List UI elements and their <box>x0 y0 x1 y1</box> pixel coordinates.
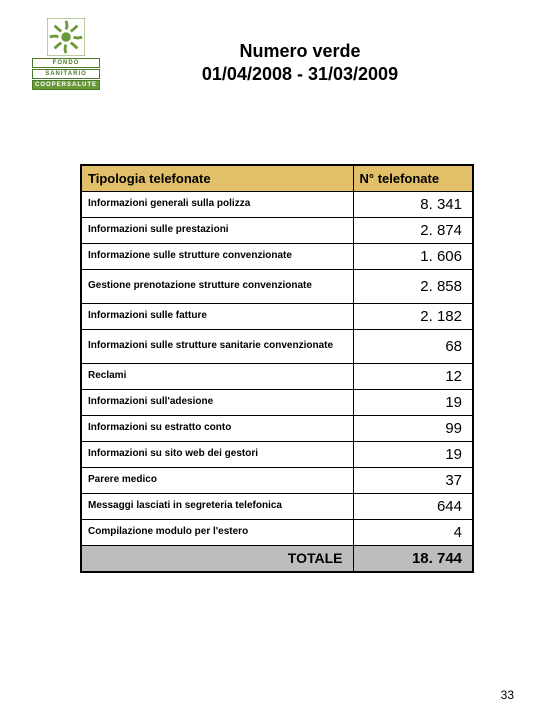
row-value: 12 <box>353 363 473 389</box>
row-value: 99 <box>353 415 473 441</box>
table-header-row: Tipologia telefonate N° telefonate <box>81 165 473 191</box>
col-header-type: Tipologia telefonate <box>81 165 353 191</box>
page-number: 33 <box>501 688 514 702</box>
title-block: Numero verde 01/04/2008 - 31/03/2009 <box>120 40 480 85</box>
table-row: Gestione prenotazione strutture convenzi… <box>81 269 473 303</box>
row-label: Informazioni su estratto conto <box>81 415 353 441</box>
row-label: Informazioni generali sulla polizza <box>81 191 353 217</box>
row-label: Informazione sulle strutture convenziona… <box>81 243 353 269</box>
row-value: 2. 874 <box>353 217 473 243</box>
row-label: Informazioni sulle fatture <box>81 303 353 329</box>
row-label: Informazioni sulle prestazioni <box>81 217 353 243</box>
logo-bar-3: COOPERSALUTE <box>32 80 100 90</box>
row-value: 19 <box>353 389 473 415</box>
row-value: 644 <box>353 493 473 519</box>
row-label: Compilazione modulo per l'estero <box>81 519 353 545</box>
total-row: TOTALE18. 744 <box>81 545 473 572</box>
table-row: Informazioni sull'adesione19 <box>81 389 473 415</box>
logo-bar-1: FONDO <box>32 58 100 68</box>
table-row: Reclami12 <box>81 363 473 389</box>
logo: FONDO SANITARIO COOPERSALUTE <box>32 18 100 91</box>
title-line-1: Numero verde <box>120 40 480 63</box>
title-line-2: 01/04/2008 - 31/03/2009 <box>120 63 480 86</box>
row-label: Messaggi lasciati in segreteria telefoni… <box>81 493 353 519</box>
sun-icon <box>47 18 85 56</box>
table-row: Parere medico37 <box>81 467 473 493</box>
table-row: Informazioni sulle prestazioni2. 874 <box>81 217 473 243</box>
calls-table: Tipologia telefonate N° telefonate Infor… <box>80 164 474 573</box>
row-label: Informazioni sull'adesione <box>81 389 353 415</box>
row-label: Reclami <box>81 363 353 389</box>
row-value: 8. 341 <box>353 191 473 217</box>
table-row: Informazione sulle strutture convenziona… <box>81 243 473 269</box>
row-label: Informazioni su sito web dei gestori <box>81 441 353 467</box>
row-value: 68 <box>353 329 473 363</box>
row-label: Parere medico <box>81 467 353 493</box>
total-label: TOTALE <box>81 545 353 572</box>
logo-bar-2: SANITARIO <box>32 69 100 79</box>
total-value: 18. 744 <box>353 545 473 572</box>
table-row: Informazioni generali sulla polizza8. 34… <box>81 191 473 217</box>
row-value: 19 <box>353 441 473 467</box>
table-row: Messaggi lasciati in segreteria telefoni… <box>81 493 473 519</box>
row-value: 4 <box>353 519 473 545</box>
row-value: 2. 858 <box>353 269 473 303</box>
table-row: Compilazione modulo per l'estero4 <box>81 519 473 545</box>
row-label: Informazioni sulle strutture sanitarie c… <box>81 329 353 363</box>
row-value: 37 <box>353 467 473 493</box>
row-value: 1. 606 <box>353 243 473 269</box>
table-row: Informazioni su estratto conto99 <box>81 415 473 441</box>
row-label: Gestione prenotazione strutture convenzi… <box>81 269 353 303</box>
table-row: Informazioni su sito web dei gestori19 <box>81 441 473 467</box>
row-value: 2. 182 <box>353 303 473 329</box>
col-header-count: N° telefonate <box>353 165 473 191</box>
table-row: Informazioni sulle strutture sanitarie c… <box>81 329 473 363</box>
table-row: Informazioni sulle fatture2. 182 <box>81 303 473 329</box>
